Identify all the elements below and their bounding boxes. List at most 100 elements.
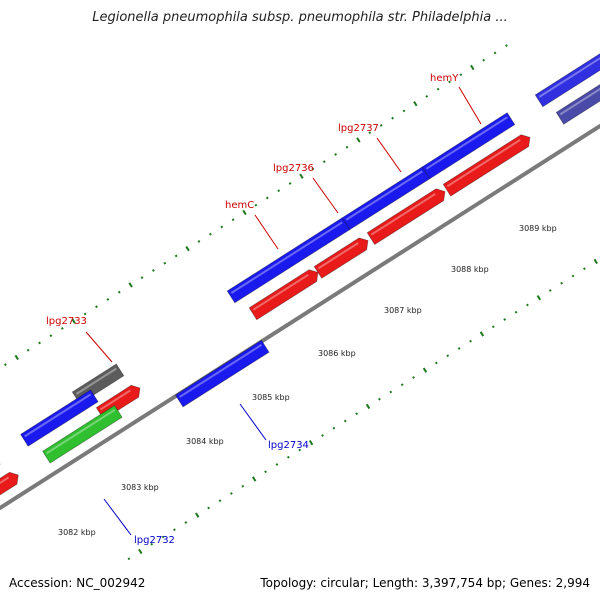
scale-label: 3082 kbp bbox=[58, 528, 96, 537]
feature-highlight bbox=[180, 345, 262, 397]
scale-tick bbox=[265, 471, 266, 473]
scale-tick bbox=[414, 102, 417, 106]
scale-tick bbox=[276, 464, 277, 466]
gene-label-hemC[interactable]: hemC bbox=[225, 200, 254, 211]
scale-tick bbox=[210, 233, 211, 235]
label-leader-line bbox=[104, 499, 131, 535]
scale-label: 3089 kbp bbox=[519, 224, 557, 233]
scale-tick bbox=[403, 110, 404, 112]
scale-tick bbox=[335, 154, 336, 156]
scale-tick bbox=[128, 558, 129, 560]
scale-tick bbox=[141, 277, 142, 279]
scale-tick bbox=[504, 319, 505, 321]
scale-tick bbox=[357, 138, 360, 142]
scale-tick bbox=[278, 190, 279, 192]
scale-label: 3087 kbp bbox=[384, 306, 422, 315]
scale-tick bbox=[242, 485, 243, 487]
scale-tick bbox=[5, 364, 6, 366]
scale-tick bbox=[381, 125, 382, 127]
gene-lpg2736[interactable] bbox=[342, 167, 430, 230]
scale-label: 3083 kbp bbox=[121, 483, 159, 492]
scale-tick bbox=[164, 262, 165, 264]
scale-tick bbox=[471, 65, 474, 69]
scale-tick bbox=[15, 355, 18, 359]
topology-summary: Topology: circular; Length: 3,397,754 bp… bbox=[260, 576, 590, 590]
gene-label-lpg2732[interactable]: lpg2732 bbox=[134, 535, 175, 546]
scale-tick bbox=[392, 117, 393, 119]
scale-tick bbox=[436, 362, 437, 364]
scale-tick bbox=[107, 299, 108, 301]
label-leader-line bbox=[240, 404, 266, 440]
gene-label-lpg2736[interactable]: lpg2736 bbox=[273, 163, 314, 174]
scale-tick bbox=[288, 456, 289, 458]
scale-tick bbox=[390, 391, 391, 393]
scale-tick bbox=[561, 282, 562, 284]
scale-tick bbox=[345, 420, 346, 422]
inner-tick-track bbox=[128, 259, 597, 559]
scale-tick bbox=[346, 146, 347, 148]
scale-tick bbox=[367, 404, 370, 408]
scale-tick bbox=[174, 529, 175, 531]
scale-tick bbox=[50, 335, 51, 337]
scale-tick bbox=[594, 259, 597, 263]
scale-tick bbox=[483, 59, 484, 61]
scale-tick bbox=[493, 326, 494, 328]
scale-tick bbox=[233, 219, 234, 221]
scale-tick bbox=[333, 427, 334, 429]
scale-tick bbox=[208, 507, 209, 509]
scale-tick bbox=[186, 247, 189, 251]
scale-tick bbox=[300, 174, 303, 178]
scale-tick bbox=[413, 377, 414, 379]
scale-tick bbox=[129, 283, 132, 287]
scale-tick bbox=[219, 500, 220, 502]
gene-label-lpg2737[interactable]: lpg2737 bbox=[338, 123, 379, 134]
scale-tick bbox=[310, 441, 313, 445]
scale-tick bbox=[255, 204, 256, 206]
scale-tick bbox=[176, 255, 177, 257]
scale-label: 3084 kbp bbox=[186, 437, 224, 446]
scale-tick bbox=[96, 306, 97, 308]
scale-tick bbox=[438, 88, 439, 90]
scale-tick bbox=[85, 313, 86, 315]
scale-tick bbox=[538, 296, 541, 300]
scale-tick bbox=[198, 241, 199, 243]
scale-tick bbox=[506, 45, 507, 47]
scale-label: 3085 kbp bbox=[252, 393, 290, 402]
scale-tick bbox=[139, 549, 142, 553]
scale-tick bbox=[322, 435, 323, 437]
scale-tick bbox=[267, 197, 268, 199]
scale-tick bbox=[39, 342, 40, 344]
scale-tick bbox=[119, 291, 120, 293]
gene-hemY-product[interactable] bbox=[443, 135, 530, 196]
label-leader-line bbox=[377, 138, 401, 172]
scale-tick bbox=[196, 513, 199, 517]
scale-label: 3088 kbp bbox=[451, 265, 489, 274]
scale-tick bbox=[550, 290, 551, 292]
scale-tick bbox=[290, 183, 291, 185]
scale-tick bbox=[447, 355, 448, 357]
scale-tick bbox=[185, 522, 186, 524]
scale-tick bbox=[424, 368, 427, 372]
label-leader-line bbox=[86, 332, 112, 362]
scale-tick bbox=[470, 340, 471, 342]
gene-label-hemY[interactable]: hemY bbox=[430, 73, 459, 84]
scale-tick bbox=[460, 74, 461, 76]
scale-tick bbox=[459, 348, 460, 350]
map-title: Legionella pneumophila subsp. pneumophil… bbox=[0, 10, 600, 25]
scale-tick bbox=[572, 275, 573, 277]
scale-tick bbox=[324, 161, 325, 163]
scale-tick bbox=[28, 349, 29, 351]
scale-tick bbox=[402, 384, 403, 386]
gene-label-lpg2733[interactable]: lpg2733 bbox=[46, 316, 87, 327]
feature-highlight bbox=[231, 222, 342, 293]
scale-tick bbox=[481, 332, 484, 336]
label-leader-line bbox=[255, 215, 278, 249]
scale-tick bbox=[516, 311, 517, 313]
gene-label-lpg2734[interactable]: lpg2734 bbox=[268, 440, 309, 451]
scale-tick bbox=[221, 226, 222, 228]
scale-tick bbox=[356, 413, 357, 415]
scale-tick bbox=[153, 270, 154, 272]
scale-tick bbox=[527, 304, 528, 306]
